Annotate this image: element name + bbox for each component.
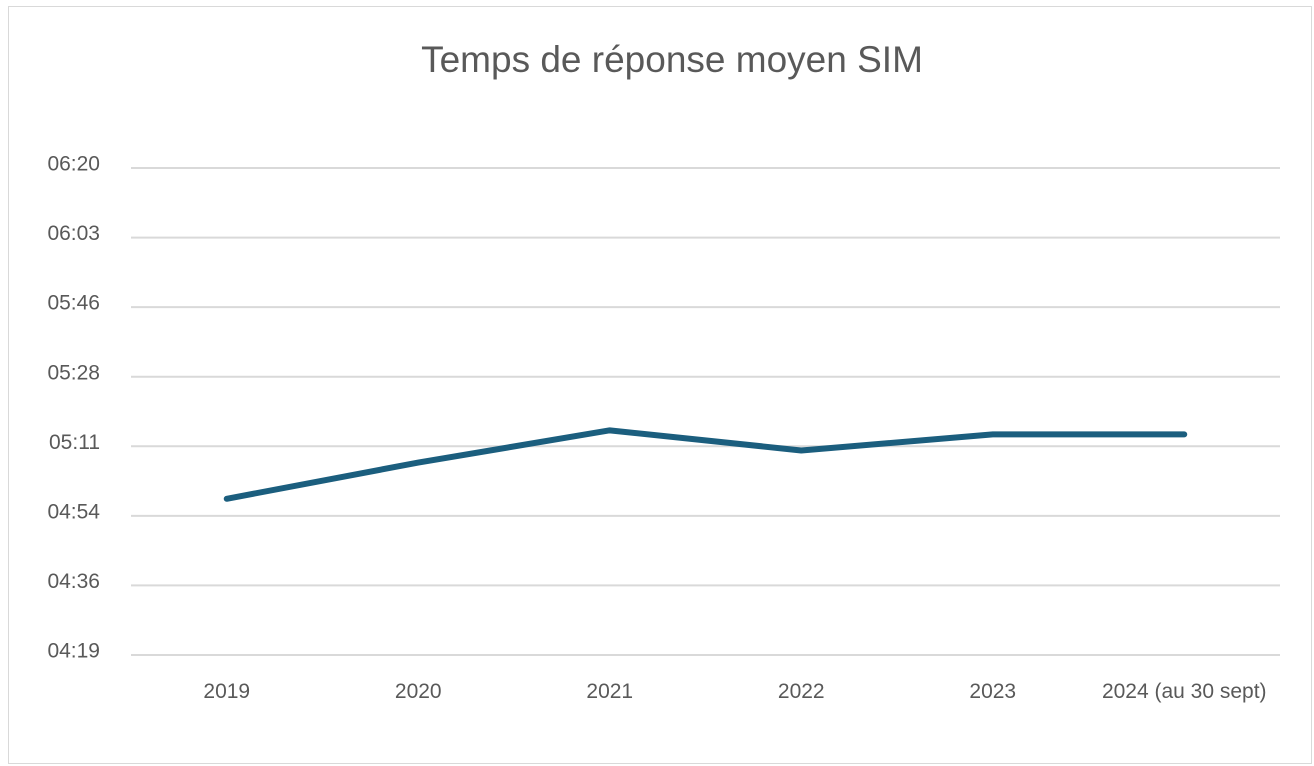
y-tick-label: 04:36	[47, 570, 100, 593]
y-tick-label: 06:03	[47, 222, 100, 245]
y-tick-label: 05:28	[47, 361, 100, 384]
y-tick-label: 05:46	[47, 292, 100, 315]
data-line	[223, 427, 1188, 502]
x-tick-label: 2022	[777, 680, 825, 703]
x-tick-label: 2020	[394, 680, 442, 703]
y-tick-label: 04:54	[47, 500, 100, 523]
y-tick-label: 05:11	[49, 431, 100, 454]
x-tick-label: 2021	[586, 680, 634, 703]
y-tick-label: 06:20	[47, 153, 100, 176]
chart-title: Temps de réponse moyen SIM	[421, 39, 923, 80]
y-tick-label: 04:19	[47, 640, 100, 663]
x-tick-label: 2023	[969, 680, 1017, 703]
x-tick-label: 2019	[203, 680, 251, 703]
chart-frame	[8, 6, 1312, 764]
x-tick-label: 2024 (au 30 sept)	[1101, 680, 1267, 703]
